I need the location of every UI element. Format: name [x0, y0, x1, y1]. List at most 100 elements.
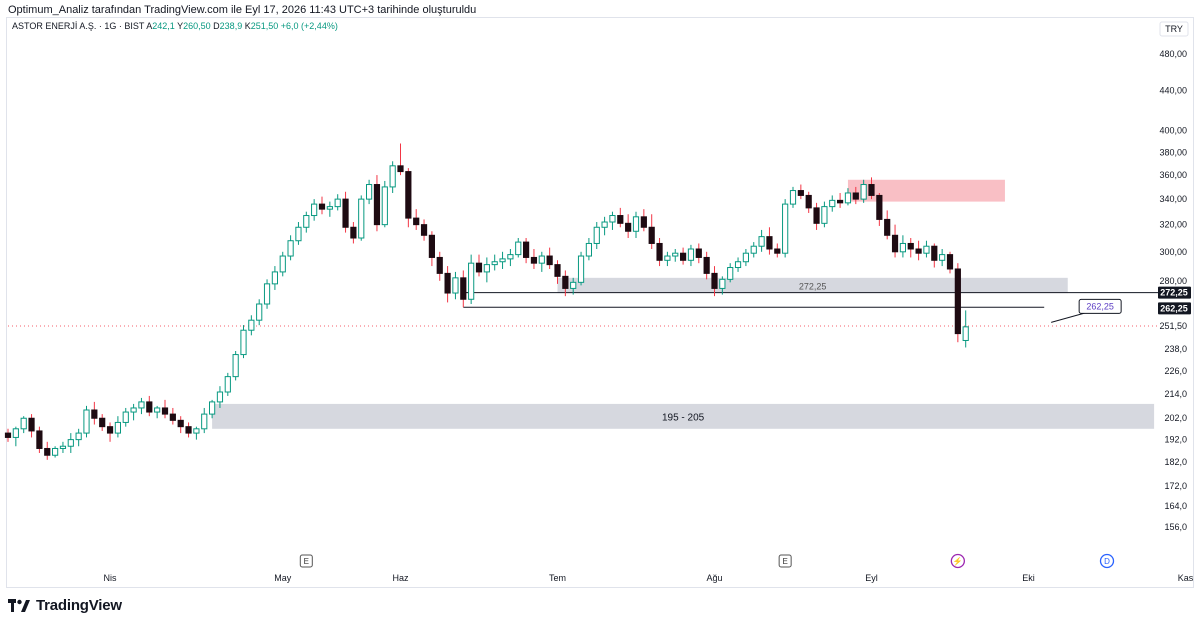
candle-body[interactable] [962, 326, 969, 341]
candle-body[interactable] [860, 184, 867, 200]
candle-body[interactable] [271, 271, 278, 285]
candle-body[interactable] [240, 329, 247, 356]
candle-body[interactable] [750, 245, 757, 254]
earnings-event-icon[interactable] [778, 554, 792, 568]
candle-body[interactable] [577, 255, 585, 283]
candle-body[interactable] [420, 224, 428, 236]
candle-body[interactable] [303, 215, 310, 228]
candle-body[interactable] [161, 407, 169, 415]
candle-body[interactable] [334, 198, 341, 208]
candle-body[interactable] [59, 445, 67, 449]
candle-body[interactable] [876, 194, 883, 220]
candle-body[interactable] [797, 190, 804, 196]
candle-body[interactable] [923, 245, 930, 254]
candle-body[interactable] [28, 417, 35, 432]
candle-body[interactable] [460, 277, 467, 300]
candle-body[interactable] [130, 407, 137, 413]
candle-body[interactable] [711, 272, 718, 289]
candle-body[interactable] [36, 430, 43, 449]
candle-body[interactable] [554, 264, 561, 277]
candle-body[interactable] [444, 272, 451, 294]
candle-body[interactable] [106, 426, 114, 434]
candle-body[interactable] [295, 226, 302, 242]
candle-body[interactable] [585, 242, 592, 257]
candle-body[interactable] [789, 190, 797, 205]
candle-body[interactable] [279, 255, 286, 273]
candle-body[interactable] [672, 252, 679, 257]
candle-body[interactable] [758, 236, 765, 247]
candle-body[interactable] [742, 252, 749, 263]
candle-body[interactable] [193, 428, 200, 434]
candle-body[interactable] [389, 165, 396, 188]
callout-box[interactable] [1078, 298, 1122, 314]
candle-body[interactable] [868, 184, 875, 196]
candle-body[interactable] [248, 319, 255, 331]
candle-body[interactable] [609, 215, 616, 223]
candle-body[interactable] [83, 409, 90, 434]
currency-box[interactable] [1159, 21, 1189, 37]
candle-body[interactable] [656, 242, 663, 261]
candle-body[interactable] [546, 255, 553, 266]
candle-body[interactable] [766, 236, 773, 250]
candle-body[interactable] [169, 413, 176, 421]
candle-body[interactable] [499, 258, 506, 263]
candle-body[interactable] [907, 242, 914, 250]
candle-body[interactable] [201, 413, 208, 430]
candle-body[interactable] [91, 409, 98, 419]
candle-body[interactable] [12, 428, 19, 438]
candle-body[interactable] [209, 401, 216, 415]
candle-body[interactable] [256, 303, 263, 321]
candle-body[interactable] [475, 262, 483, 273]
candle-body[interactable] [891, 234, 899, 253]
candle-body[interactable] [664, 255, 671, 261]
candle-body[interactable] [318, 203, 326, 210]
candle-body[interactable] [4, 432, 12, 438]
candle-body[interactable] [20, 417, 27, 430]
candle-body[interactable] [138, 401, 145, 409]
candle-body[interactable] [562, 275, 569, 289]
symbol-name[interactable]: ASTOR ENERJİ A.Ş. · 1G · BIST [12, 21, 145, 31]
candle-body[interactable] [146, 401, 153, 413]
candle-body[interactable] [837, 199, 844, 204]
candle-body[interactable] [813, 207, 820, 224]
split-event-icon[interactable] [950, 553, 965, 569]
candle-body[interactable] [931, 245, 938, 261]
candle-body[interactable] [263, 283, 271, 305]
candle-body[interactable] [915, 248, 922, 254]
candle-body[interactable] [570, 281, 577, 289]
candle-body[interactable] [774, 248, 781, 254]
candle-body[interactable] [821, 206, 828, 224]
candle-body[interactable] [67, 439, 74, 447]
candle-body[interactable] [680, 252, 687, 261]
candle-body[interactable] [829, 199, 836, 208]
candle-body[interactable] [428, 234, 435, 258]
candle-body[interactable] [452, 277, 459, 294]
candle-body[interactable] [844, 192, 852, 204]
candle-body[interactable] [939, 254, 946, 261]
candle-body[interactable] [695, 248, 702, 258]
candle-body[interactable] [366, 184, 373, 200]
candle-body[interactable] [523, 241, 530, 258]
candle-body[interactable] [405, 171, 412, 219]
candle-body[interactable] [640, 216, 647, 228]
candle-body[interactable] [648, 226, 655, 244]
candle-body[interactable] [342, 198, 349, 228]
candle-body[interactable] [884, 218, 891, 236]
candle-body[interactable] [805, 194, 812, 209]
candle-body[interactable] [954, 268, 961, 335]
candle-body[interactable] [483, 264, 490, 273]
candle-body[interactable] [538, 255, 545, 264]
candle-body[interactable] [530, 256, 538, 264]
candle-body[interactable] [216, 391, 224, 403]
candle-body[interactable] [515, 241, 522, 256]
candle-body[interactable] [397, 165, 404, 173]
candle-body[interactable] [122, 411, 129, 423]
candle-body[interactable] [436, 256, 443, 274]
candle-body[interactable] [946, 254, 954, 270]
candle-body[interactable] [687, 248, 695, 261]
candle-body[interactable] [593, 226, 600, 244]
candle-body[interactable] [468, 262, 475, 300]
candle-body[interactable] [311, 203, 318, 217]
candle-body[interactable] [114, 421, 122, 434]
